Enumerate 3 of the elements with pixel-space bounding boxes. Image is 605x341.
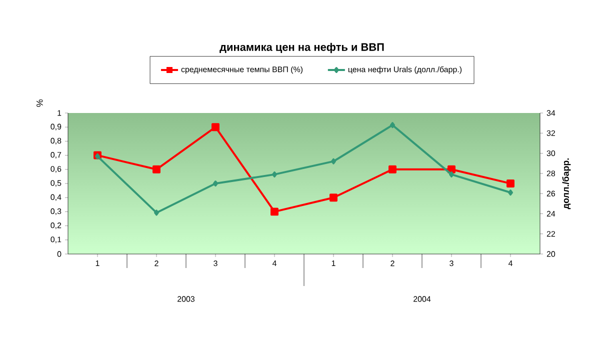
y2-axis-title: долл./барр. [562,158,571,210]
chart-title: динамика цен на нефть и ВВП [220,42,384,54]
y-axis-title: % [36,99,43,107]
